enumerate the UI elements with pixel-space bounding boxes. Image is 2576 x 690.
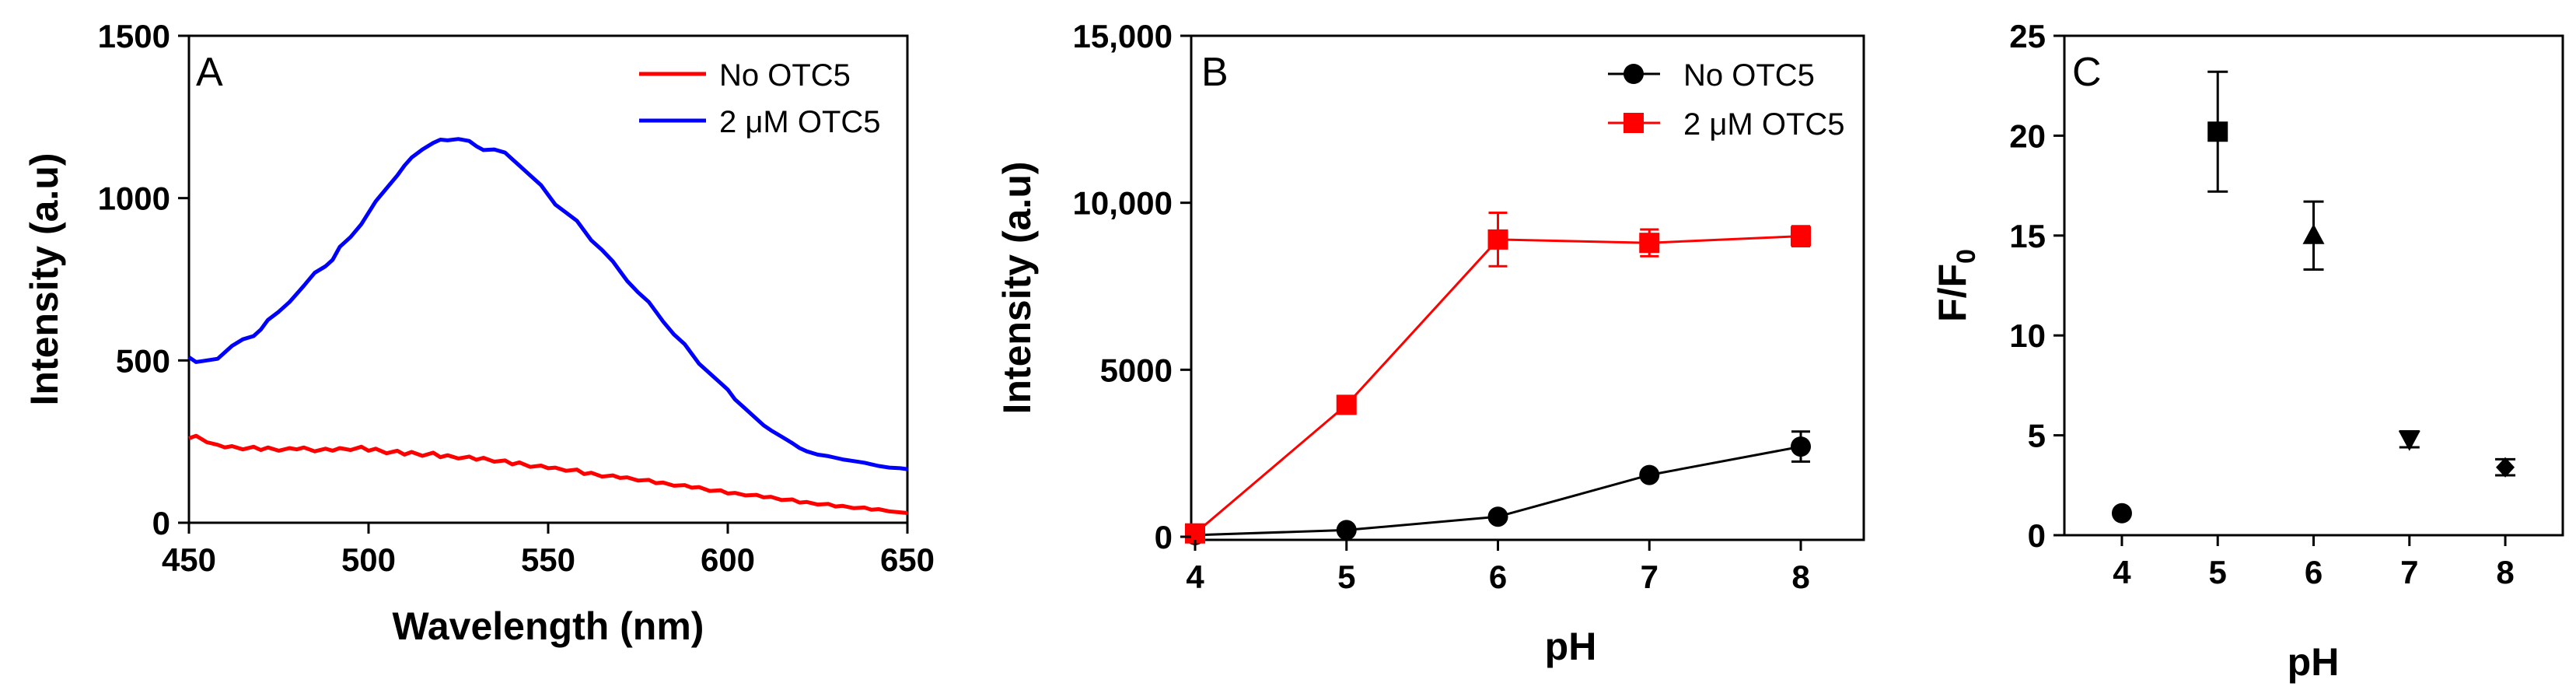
panel-c-xlabel: pH: [2288, 640, 2340, 684]
data-point-2-m-otc5: [1791, 226, 1811, 247]
data-point-no-otc5: [1487, 506, 1508, 527]
series-line-2-m-otc5: [187, 137, 908, 471]
x-tick-label: 8: [2496, 554, 2514, 590]
data-point-ph4: [2111, 503, 2132, 524]
x-tick-label: 7: [1641, 559, 1658, 595]
series-line-no-otc5: [188, 433, 908, 515]
legend-label-b-2um-otc5: 2 μM OTC5: [1683, 107, 1845, 142]
y-tick-label: 0: [152, 505, 170, 541]
panel-b-letter: B: [1201, 50, 1229, 95]
y-tick-label: 5: [2028, 418, 2046, 454]
panel-a-xlabel: Wavelength (nm): [393, 604, 704, 648]
y-tick-label: 0: [2028, 517, 2046, 554]
panel-c-letter: C: [2072, 50, 2102, 95]
y-tick-label: 1000: [98, 180, 170, 217]
data-point-ph8: [2496, 457, 2515, 478]
svg-text:F/F0: F/F0: [1931, 249, 1981, 322]
data-point-ph6: [2302, 223, 2325, 244]
legend-marker-b-no-otc5: [1624, 64, 1644, 84]
panel-a-legend: No OTC5 2 μM OTC5: [639, 58, 881, 139]
panel-a-ylabel: Intensity (a.u): [23, 152, 66, 405]
panel-a-letter: A: [196, 50, 223, 95]
y-tick-label: 20: [2009, 117, 2046, 154]
y-tick-label: 25: [2009, 18, 2046, 54]
panel-b-legend: No OTC5 2 μM OTC5: [1608, 58, 1845, 142]
y-tick-label: 15: [2009, 218, 2046, 254]
panel-b-ylabel: Intensity (a.u): [995, 161, 1039, 414]
y-tick-label: 1500: [98, 18, 170, 54]
x-tick-label: 5: [2209, 554, 2227, 590]
data-point-2-m-otc5: [1336, 394, 1357, 415]
x-tick-label: 4: [2113, 554, 2131, 590]
data-point-2-m-otc5: [1639, 233, 1660, 254]
x-tick-label: 650: [880, 541, 935, 578]
y-tick-label: 500: [116, 342, 170, 379]
legend-label-no-otc5: No OTC5: [719, 58, 851, 93]
panel-c-ylabel-sub: 0: [1952, 249, 1981, 264]
x-tick-label: 5: [1337, 559, 1355, 595]
panel-b: 4 5 6 7 8 0 5000 10,000 15,000 B pH Intensity (…: [995, 18, 1865, 668]
data-point-no-otc5: [1791, 436, 1811, 457]
x-tick-label: 600: [701, 541, 755, 578]
panel-b-frame: [1190, 34, 1865, 541]
data-point-ph7: [2398, 430, 2420, 451]
panel-c-ylabel-main: F/F: [1931, 264, 1974, 322]
y-tick-label: 5000: [1100, 352, 1173, 388]
x-tick-label: 8: [1791, 559, 1809, 595]
panel-c-frame: [2063, 34, 2564, 537]
legend-label-b-no-otc5: No OTC5: [1683, 58, 1815, 93]
y-tick-label: 0: [1155, 519, 1173, 555]
y-tick-label: 10: [2009, 317, 2046, 354]
data-point-ph5: [2207, 121, 2228, 142]
data-point-2-m-otc5: [1487, 229, 1508, 250]
panel-b-xlabel: pH: [1545, 625, 1597, 668]
legend-label-2um-otc5: 2 μM OTC5: [719, 105, 881, 139]
panel-c-ylabel: F/F0: [1931, 249, 1981, 322]
x-tick-label: 6: [2305, 554, 2323, 590]
series-line-2-m-otc5: [1194, 235, 1802, 534]
y-tick-label: 15,000: [1073, 18, 1173, 54]
x-tick-label: 500: [341, 541, 396, 578]
data-point-no-otc5: [1639, 464, 1660, 485]
x-tick-label: 7: [2400, 554, 2418, 590]
y-tick-label: 10,000: [1073, 185, 1173, 222]
panel-a: 450 500 550 600 650 0 500 1000 1500 A Wavelengt…: [23, 18, 935, 648]
x-tick-label: 6: [1489, 559, 1507, 595]
data-point-no-otc5: [1336, 520, 1357, 541]
x-tick-label: 4: [1186, 559, 1204, 595]
legend-marker-b-2um-otc5: [1624, 113, 1644, 133]
x-tick-label: 550: [521, 541, 575, 578]
x-tick-label: 450: [162, 541, 216, 578]
